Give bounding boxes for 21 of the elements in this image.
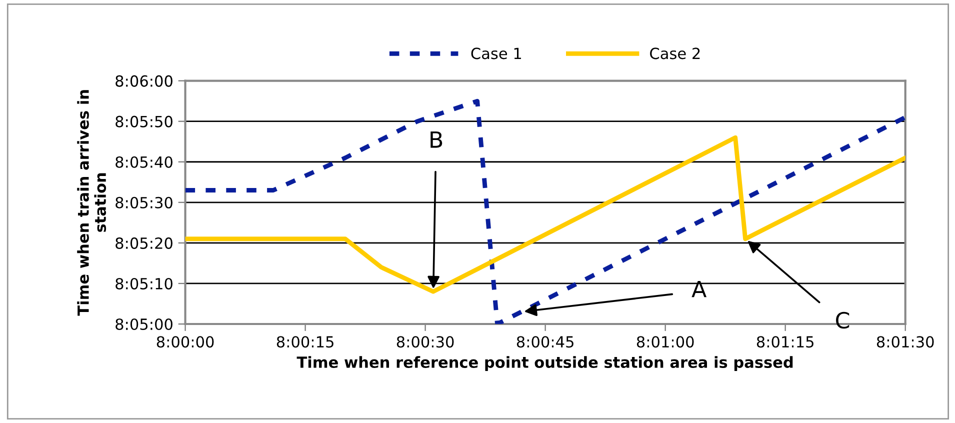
annotation: B [430, 132, 442, 148]
y-tick-label: 8:05:10 [116, 278, 172, 290]
legend-label: Case 1 [471, 48, 521, 60]
y-axis-title: Time when train arrives in station [77, 90, 106, 316]
x-tick-label: 8:00:15 [276, 336, 334, 348]
x-tick-label: 8:01:00 [636, 336, 694, 348]
x-tick-label: 8:00:30 [396, 336, 454, 348]
legend-label: Case 2 [650, 48, 700, 60]
x-tick-label: 8:01:30 [876, 336, 934, 348]
y-tick-label: 8:05:50 [116, 116, 172, 128]
y-tick-label: 8:05:20 [116, 237, 172, 249]
y-tick-label: 8:05:30 [116, 196, 172, 208]
x-tick-label: 8:00:45 [516, 336, 574, 348]
y-tick-label: 8:05:40 [116, 156, 172, 168]
y-tick-label: 8:06:00 [116, 75, 172, 87]
y-tick-label: 8:05:00 [116, 318, 172, 330]
annotation: C [836, 312, 850, 329]
x-axis-title: Time when reference point outside station area is passed [296, 356, 793, 371]
annotation: A [692, 280, 707, 298]
x-tick-label: 8:01:15 [756, 336, 814, 348]
x-tick-label: 8:00:00 [156, 336, 214, 348]
